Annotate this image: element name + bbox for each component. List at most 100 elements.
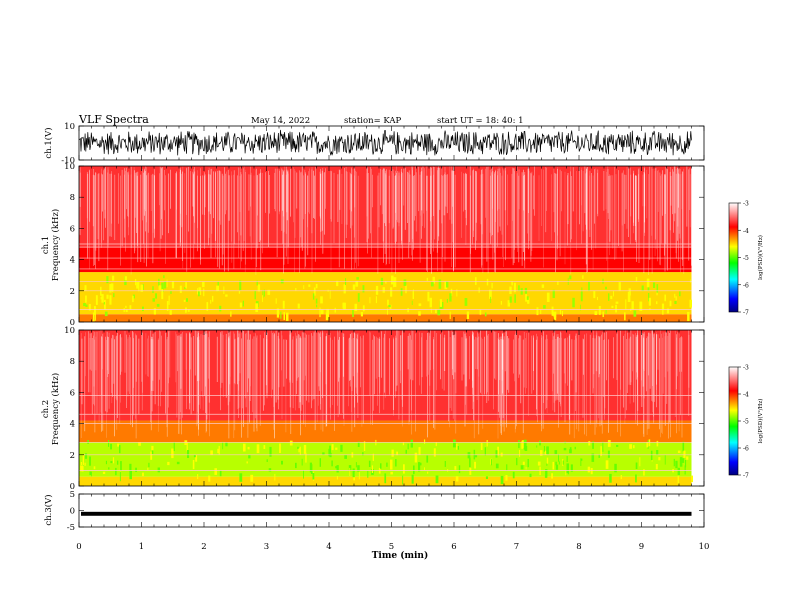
spectrogram-speckle <box>513 282 516 293</box>
spectrogram-speckle <box>390 287 393 297</box>
spectrogram-speckle <box>458 465 461 474</box>
y-tick-label: 10 <box>64 122 75 132</box>
spectrogram-speckle <box>456 289 458 297</box>
spectrogram-speckle <box>340 444 343 452</box>
spectrogram-speckle <box>168 295 170 305</box>
spectrogram-speckle <box>316 304 318 308</box>
spectrogram-speckle <box>393 277 397 287</box>
spectrogram-speckle <box>110 443 112 450</box>
spectrogram-speckle <box>280 311 282 319</box>
spectrogram-speckle <box>91 472 92 477</box>
spectrogram-speckle <box>610 295 613 300</box>
spectrogram-speckle <box>551 473 553 479</box>
spectrogram-speckle <box>566 456 568 462</box>
spectrogram-speckle <box>390 459 393 470</box>
spectrogram-speckle <box>490 296 492 303</box>
spectrogram-speckle <box>243 443 246 452</box>
spectrogram-speckle <box>639 457 641 467</box>
y-tick-label: -10 <box>61 156 75 166</box>
spectrogram-speckle <box>641 285 644 291</box>
spectrogram-speckle <box>455 476 459 482</box>
spectrogram-speckle <box>485 476 488 479</box>
spectrogram-speckle <box>627 292 631 302</box>
spectrogram-speckle <box>295 288 297 291</box>
spectrogram-speckle <box>430 282 434 287</box>
spectrogram-speckle <box>552 461 555 470</box>
spectrogram-speckle <box>210 299 212 304</box>
spectrogram-speckle <box>322 452 325 455</box>
spectrogram-speckle <box>683 450 686 458</box>
spectrogram-speckle <box>104 311 108 317</box>
spectrogram-speckle <box>456 443 458 450</box>
spectrogram-speckle <box>155 293 157 299</box>
spectrogram-speckle <box>119 445 121 454</box>
spectrogram-speckle <box>569 449 572 454</box>
spectrogram-speckle <box>536 307 539 316</box>
spectrogram-speckle <box>393 281 394 288</box>
spectrogram-speckle <box>298 448 300 453</box>
spectrogram-speckle <box>681 458 685 463</box>
spectrogram-speckle <box>480 443 483 450</box>
spectrogram-speckle <box>449 311 451 319</box>
spectrogram-speckle <box>115 467 117 476</box>
spectrogram-speckle <box>281 460 283 465</box>
spectrogram-speckle <box>486 440 488 447</box>
spectrogram-speckle <box>161 289 164 300</box>
spectrogram-speckle <box>424 467 425 471</box>
spectrogram-speckle <box>643 469 645 476</box>
spectrogram-speckle <box>602 441 604 451</box>
spectrogram-speckle <box>362 305 365 312</box>
spectrogram-speckle <box>509 286 512 294</box>
spectrogram-speckle <box>303 470 304 479</box>
spectrogram-speckle <box>418 311 421 316</box>
spectrogram-speckle <box>355 462 357 468</box>
spectrogram-speckle <box>197 288 199 295</box>
spectrogram-speckle <box>297 446 299 449</box>
spectrogram-speckle <box>521 441 524 449</box>
spectrogram-speckle <box>179 285 182 293</box>
spectrogram-speckle <box>647 285 650 291</box>
x-tick-label: 3 <box>264 542 269 552</box>
spectrogram-speckle <box>520 465 524 470</box>
spectrogram-speckle <box>628 288 631 296</box>
spectrogram-speckle <box>633 310 637 317</box>
station-label: station= KAP <box>344 116 402 126</box>
spectrogram-speckle <box>388 304 391 308</box>
ch1-waveform-panel: 10 -10 <box>61 122 705 166</box>
spectrogram-speckle <box>405 449 407 454</box>
spectrogram-speckle <box>193 454 196 458</box>
spectrogram-speckle <box>438 279 442 289</box>
spectrogram-speckle <box>682 441 685 452</box>
spectrogram-speckle <box>119 471 121 482</box>
spectrogram-speckle <box>352 284 356 290</box>
spectrogram-speckle <box>605 286 607 290</box>
spectrogram-speckle <box>195 454 198 462</box>
spectrogram-speckle <box>369 297 371 304</box>
spectrogram-speckle <box>677 467 680 476</box>
spectrogram-speckle <box>363 441 366 451</box>
spectrogram-speckle <box>505 475 508 481</box>
spectrogram-speckle <box>125 309 128 312</box>
spectrogram-speckle <box>92 312 95 322</box>
spectrogram-speckle <box>303 444 307 454</box>
spectrogram-speckle <box>551 306 554 316</box>
colorbar-tick-label: -7 <box>743 473 749 480</box>
spectrogram-speckle <box>587 466 591 473</box>
spectrogram-speckle <box>239 302 242 308</box>
spectrogram-speckle <box>104 299 106 310</box>
spectrogram-speckle <box>675 460 678 469</box>
spectrogram-speckle <box>590 468 593 475</box>
spectrogram-speckle <box>541 284 545 288</box>
spectrogram-speckle <box>329 290 331 299</box>
y-tick-label: 4 <box>70 420 75 430</box>
y-tick-label: 10 <box>64 162 75 172</box>
spectrogram-speckle <box>391 275 394 285</box>
figure-title: VLF Spectra <box>78 113 149 126</box>
spectrogram-speckle <box>418 462 421 472</box>
spectrogram-speckle <box>163 281 167 289</box>
spectrogram-speckle <box>602 311 604 317</box>
spectrogram-speckle <box>484 312 487 317</box>
spectrogram-speckle <box>85 304 88 307</box>
spectrogram-speckle <box>357 293 360 302</box>
spectrogram-speckle <box>283 312 285 320</box>
